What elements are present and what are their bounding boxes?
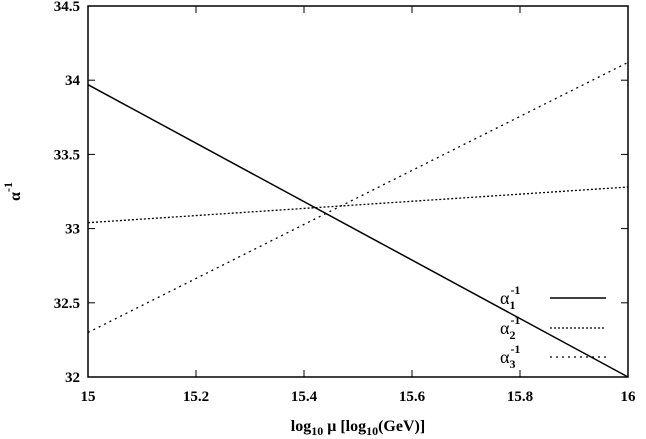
legend-label-sub: 2 xyxy=(509,328,515,342)
legend-label-sup: -1 xyxy=(510,283,520,297)
y-axis-label: α-1 xyxy=(1,182,24,201)
x-tick-label: 15.6 xyxy=(399,389,426,405)
x-axis-label-sub: 10 xyxy=(311,424,323,438)
plot-frame xyxy=(87,5,629,378)
series-line-alpha1 xyxy=(87,84,629,378)
legend-label-base: α xyxy=(500,288,510,308)
legend-label-base: α xyxy=(500,318,510,338)
y-axis-label-sup: -1 xyxy=(1,182,15,192)
legend-label-base: α xyxy=(500,347,510,367)
x-tick-label: 15.8 xyxy=(507,389,533,405)
x-tick-label: 15.2 xyxy=(183,389,209,405)
legend-label-sub: 3 xyxy=(509,357,515,371)
series-lines xyxy=(87,61,629,378)
x-axis-label-rest: μ [log xyxy=(323,418,366,435)
series-line-alpha3 xyxy=(87,61,629,334)
x-axis-label: log10 μ [log10(GeV)] xyxy=(291,418,425,438)
legend-label-alpha1: α1-1 xyxy=(500,283,520,312)
legend-label-sup: -1 xyxy=(510,313,520,327)
x-axis-label-base: log xyxy=(291,418,311,435)
legend-label-alpha2: α2-1 xyxy=(500,313,520,342)
x-axis-label-rest2: (GeV)] xyxy=(378,418,425,435)
y-tick-label: 32 xyxy=(65,370,80,386)
y-tick-label: 33 xyxy=(65,222,80,238)
x-tick-label: 16 xyxy=(621,389,637,405)
x-axis-label-sub2: 10 xyxy=(366,424,378,438)
y-axis-label-base: α xyxy=(7,192,24,201)
y-tick-label: 34 xyxy=(65,73,81,89)
legend-label-alpha3: α3-1 xyxy=(500,342,520,371)
legend-label-sub: 1 xyxy=(509,298,515,312)
y-tick-label: 33.5 xyxy=(54,147,80,163)
x-tick-label: 15.4 xyxy=(291,389,318,405)
y-tick-label: 34.5 xyxy=(54,0,80,15)
y-tick-label: 32.5 xyxy=(54,296,80,312)
legend: α1-1α2-1α3-1 xyxy=(500,283,606,371)
x-tick-label: 15 xyxy=(81,389,96,405)
legend-label-sup: -1 xyxy=(510,342,520,356)
